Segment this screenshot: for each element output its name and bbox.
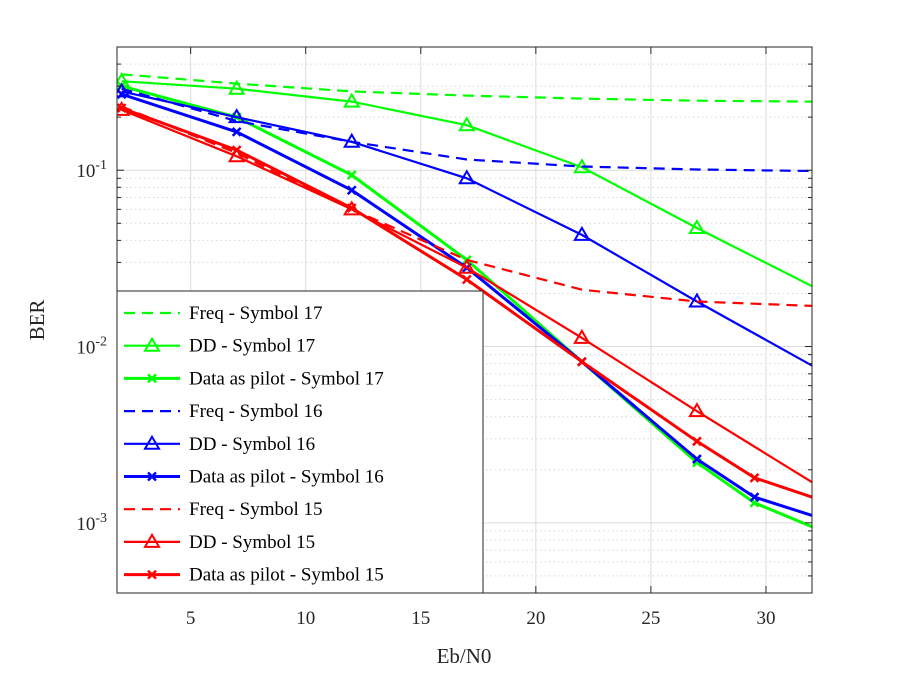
series-line-7 (121, 108, 812, 484)
series-marker-5 (231, 127, 242, 137)
series-marker-2 (346, 170, 357, 180)
x-tick-label: 15 (411, 608, 430, 629)
series-marker-7 (342, 200, 361, 216)
legend-marker-5 (147, 471, 157, 482)
y-axis-label: BER (25, 300, 49, 341)
legend-marker-4 (143, 434, 161, 450)
y-tick-label: 10-3 (76, 511, 107, 535)
legend-label-8: Data as pilot - Symbol 15 (189, 565, 384, 586)
legend-marker-2 (147, 373, 157, 384)
series-marker-8 (692, 436, 702, 447)
series-marker-5 (749, 492, 760, 502)
x-axis-label: Eb/N0 (437, 644, 492, 668)
legend-label-6: Freq - Symbol 15 (189, 499, 323, 520)
series-marker-8 (461, 274, 472, 285)
series-line-6 (121, 105, 812, 307)
series-marker-8 (231, 145, 242, 156)
series-marker-7 (458, 258, 476, 274)
series-line-1 (121, 80, 812, 288)
legend-marker-8 (147, 569, 157, 580)
series-marker-4 (227, 108, 246, 124)
legend-label-5: Data as pilot - Symbol 16 (189, 467, 384, 488)
series-lines (117, 72, 812, 529)
y-tick-label: 10-1 (76, 158, 107, 182)
series-marker-8 (576, 356, 587, 367)
series-marker-7 (573, 328, 591, 344)
series-marker-1 (458, 116, 476, 132)
legend-label-3: Freq - Symbol 16 (189, 401, 323, 422)
series-marker-7 (688, 402, 706, 418)
legend-label-7: DD - Symbol 15 (189, 532, 315, 553)
series-marker-7 (227, 147, 246, 163)
x-tick-label: 25 (641, 608, 660, 629)
series-marker-5 (117, 89, 127, 100)
legend-label-0: Freq - Symbol 17 (189, 303, 323, 324)
legend-label-2: Data as pilot - Symbol 17 (189, 368, 384, 389)
series-line-3 (121, 87, 812, 173)
legend-marker-1 (143, 336, 161, 352)
x-tick-label: 20 (526, 608, 545, 629)
legend-label-4: DD - Symbol 16 (189, 434, 315, 455)
series-line-2 (121, 84, 812, 529)
series-marker-4 (342, 132, 361, 148)
legend-marker-7 (143, 532, 161, 548)
legend: Freq - Symbol 17 DD - Symbol 17 Data as pi… (116, 290, 484, 594)
series-marker-8 (346, 203, 357, 213)
series-marker-8 (117, 103, 127, 114)
series-marker-1 (342, 92, 361, 108)
series-marker-4 (573, 225, 591, 241)
series-line-8 (121, 106, 812, 499)
series-marker-5 (346, 185, 357, 196)
series-marker-4 (688, 292, 706, 308)
x-tick-label: 10 (296, 608, 315, 629)
series-line-5 (121, 92, 812, 517)
series-marker-1 (227, 79, 246, 95)
axis-ticks: 5 10 15 20 25 30 10-1 10-2 10-3 (76, 46, 812, 629)
x-tick-label: 30 (756, 608, 775, 629)
x-tick-label: 5 (186, 608, 196, 629)
series-marker-8 (749, 472, 760, 483)
y-tick-label: 10-2 (76, 335, 107, 359)
series-marker-4 (458, 169, 476, 185)
legend-label-1: DD - Symbol 17 (189, 336, 315, 357)
series-marker-5 (692, 454, 702, 464)
series-marker-1 (688, 219, 706, 235)
